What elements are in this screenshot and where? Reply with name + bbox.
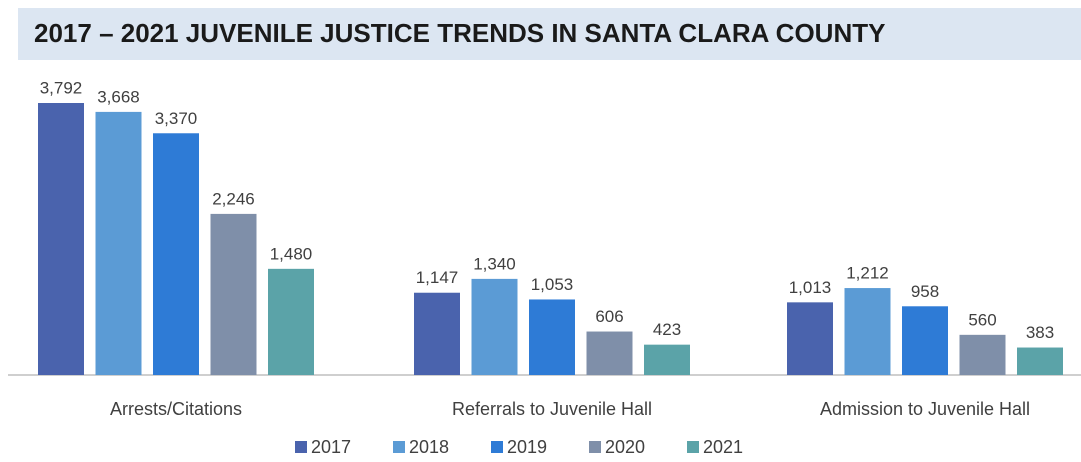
title-banner (18, 8, 1081, 60)
data-label: 1,480 (270, 244, 313, 263)
bar (959, 334, 1006, 375)
legend-label: 2018 (409, 437, 449, 457)
data-label: 606 (595, 307, 623, 326)
data-label: 1,013 (789, 278, 832, 297)
bar (268, 268, 314, 375)
x-tick-label: Arrests/Citations (110, 399, 242, 419)
bar (902, 306, 948, 375)
bar (787, 302, 833, 375)
data-label: 560 (968, 310, 996, 329)
x-tick-label: Referrals to Juvenile Hall (452, 399, 652, 419)
data-label: 383 (1026, 323, 1054, 342)
data-label: 1,212 (846, 264, 889, 283)
bar (844, 288, 891, 375)
legend-label: 2021 (703, 437, 743, 457)
x-tick-label: Admission to Juvenile Hall (820, 399, 1030, 419)
data-label: 958 (911, 282, 939, 301)
data-label: 3,668 (97, 87, 140, 106)
bar (210, 213, 257, 375)
data-label: 3,792 (40, 78, 83, 97)
data-label: 1,340 (473, 254, 516, 273)
bar (153, 133, 199, 375)
data-label: 1,053 (531, 275, 574, 294)
bar (38, 103, 84, 375)
bar (529, 299, 575, 375)
legend-swatch (393, 441, 405, 453)
legend-swatch (687, 441, 699, 453)
data-label: 3,370 (155, 109, 198, 128)
data-label: 2,246 (212, 189, 255, 208)
legend-swatch (589, 441, 601, 453)
bar (1017, 347, 1063, 375)
legend-label: 2020 (605, 437, 645, 457)
data-label: 1,147 (416, 268, 459, 287)
data-label: 423 (653, 320, 681, 339)
legend-swatch (295, 441, 307, 453)
legend-label: 2017 (311, 437, 351, 457)
chart-title: 2017 – 2021 JUVENILE JUSTICE TRENDS IN S… (34, 18, 885, 48)
bar (586, 331, 633, 375)
bar (644, 344, 690, 375)
bar (95, 111, 142, 375)
bar (471, 278, 518, 375)
legend-label: 2019 (507, 437, 547, 457)
bar (414, 292, 460, 375)
legend-swatch (491, 441, 503, 453)
